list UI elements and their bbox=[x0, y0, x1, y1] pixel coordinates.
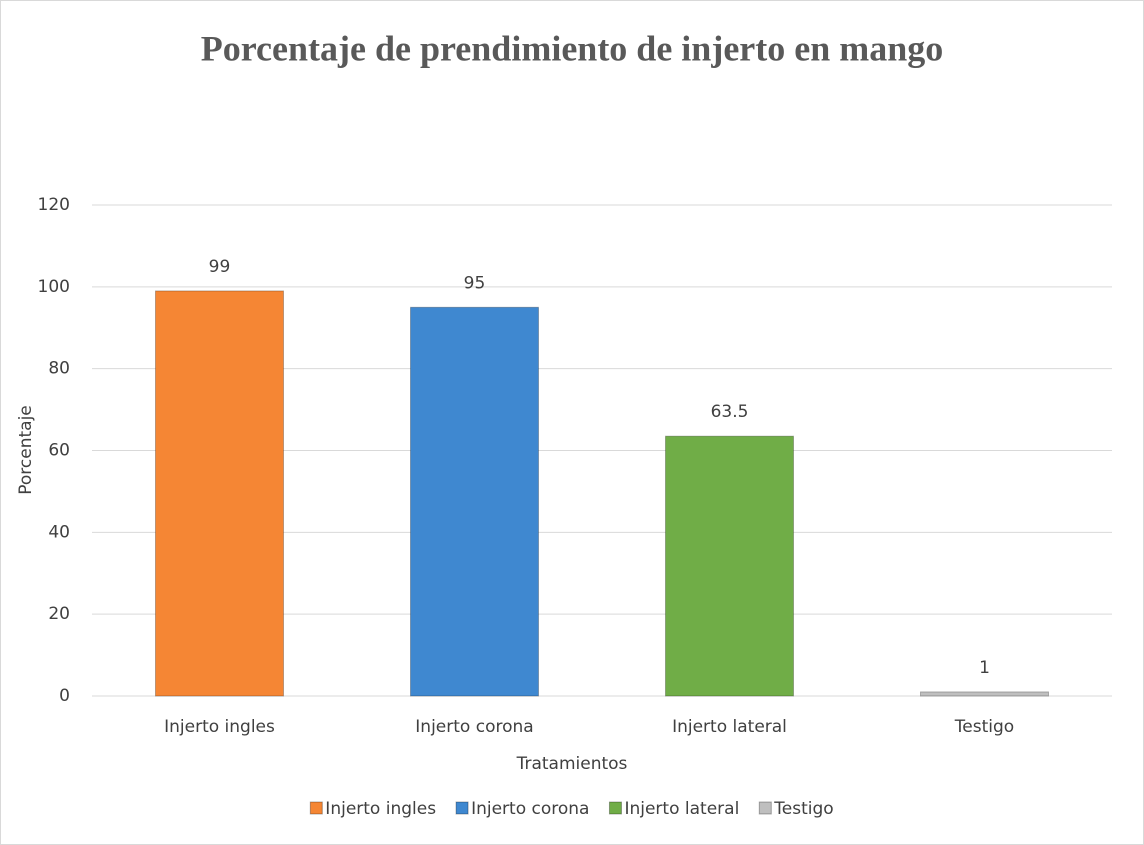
y-tick-label: 20 bbox=[48, 604, 70, 624]
y-axis-label: Porcentaje bbox=[16, 405, 36, 495]
data-label: 95 bbox=[464, 273, 486, 293]
x-tick-label: Injerto lateral bbox=[672, 717, 787, 737]
legend-swatch bbox=[309, 801, 323, 815]
legend: Injerto ingles Injerto corona Injerto late… bbox=[309, 799, 834, 819]
chart-title: Porcentaje de prendimiento de injerto en… bbox=[201, 28, 944, 68]
data-label: 1 bbox=[979, 658, 990, 678]
legend-swatch bbox=[758, 801, 772, 815]
data-label: 63.5 bbox=[711, 402, 749, 422]
y-tick-label: 60 bbox=[48, 441, 70, 461]
x-tick-label: Injerto ingles bbox=[164, 717, 275, 737]
bar bbox=[920, 691, 1049, 697]
x-tick-label: Testigo bbox=[954, 717, 1014, 737]
x-axis-label: Tratamientos bbox=[516, 754, 628, 774]
bar bbox=[665, 435, 794, 697]
y-tick-label: 0 bbox=[59, 686, 70, 706]
y-tick-label: 120 bbox=[38, 195, 70, 215]
legend-label: Testigo bbox=[773, 799, 833, 819]
legend-swatch bbox=[455, 801, 469, 815]
x-tick-label: Injerto corona bbox=[415, 717, 533, 737]
data-label: 99 bbox=[209, 257, 231, 277]
legend-label: Injerto ingles bbox=[325, 799, 436, 819]
bar bbox=[410, 306, 539, 697]
bar bbox=[155, 290, 284, 697]
y-tick-label: 80 bbox=[48, 359, 70, 379]
legend-swatch bbox=[608, 801, 622, 815]
y-tick-label: 40 bbox=[48, 522, 70, 542]
y-tick-label: 100 bbox=[38, 277, 70, 297]
legend-label: Injerto lateral bbox=[624, 799, 739, 819]
legend-label: Injerto corona bbox=[471, 799, 589, 819]
